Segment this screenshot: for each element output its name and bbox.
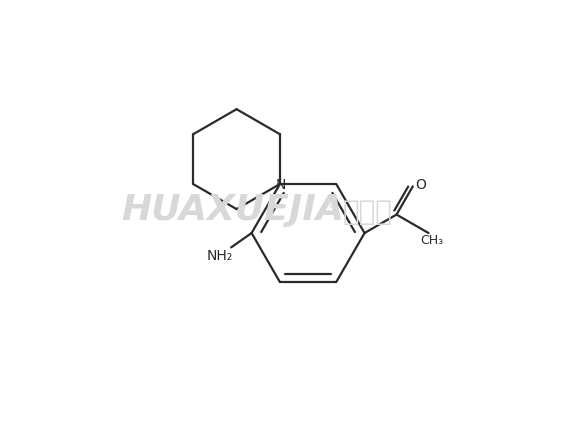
Text: HUAXUEJIA: HUAXUEJIA <box>121 193 344 227</box>
Text: CH₃: CH₃ <box>420 235 443 247</box>
Text: ®: ® <box>327 200 337 210</box>
Text: NH₂: NH₂ <box>207 249 233 263</box>
Text: 化学加: 化学加 <box>343 198 393 226</box>
Text: O: O <box>415 179 426 192</box>
Text: N: N <box>275 179 286 192</box>
